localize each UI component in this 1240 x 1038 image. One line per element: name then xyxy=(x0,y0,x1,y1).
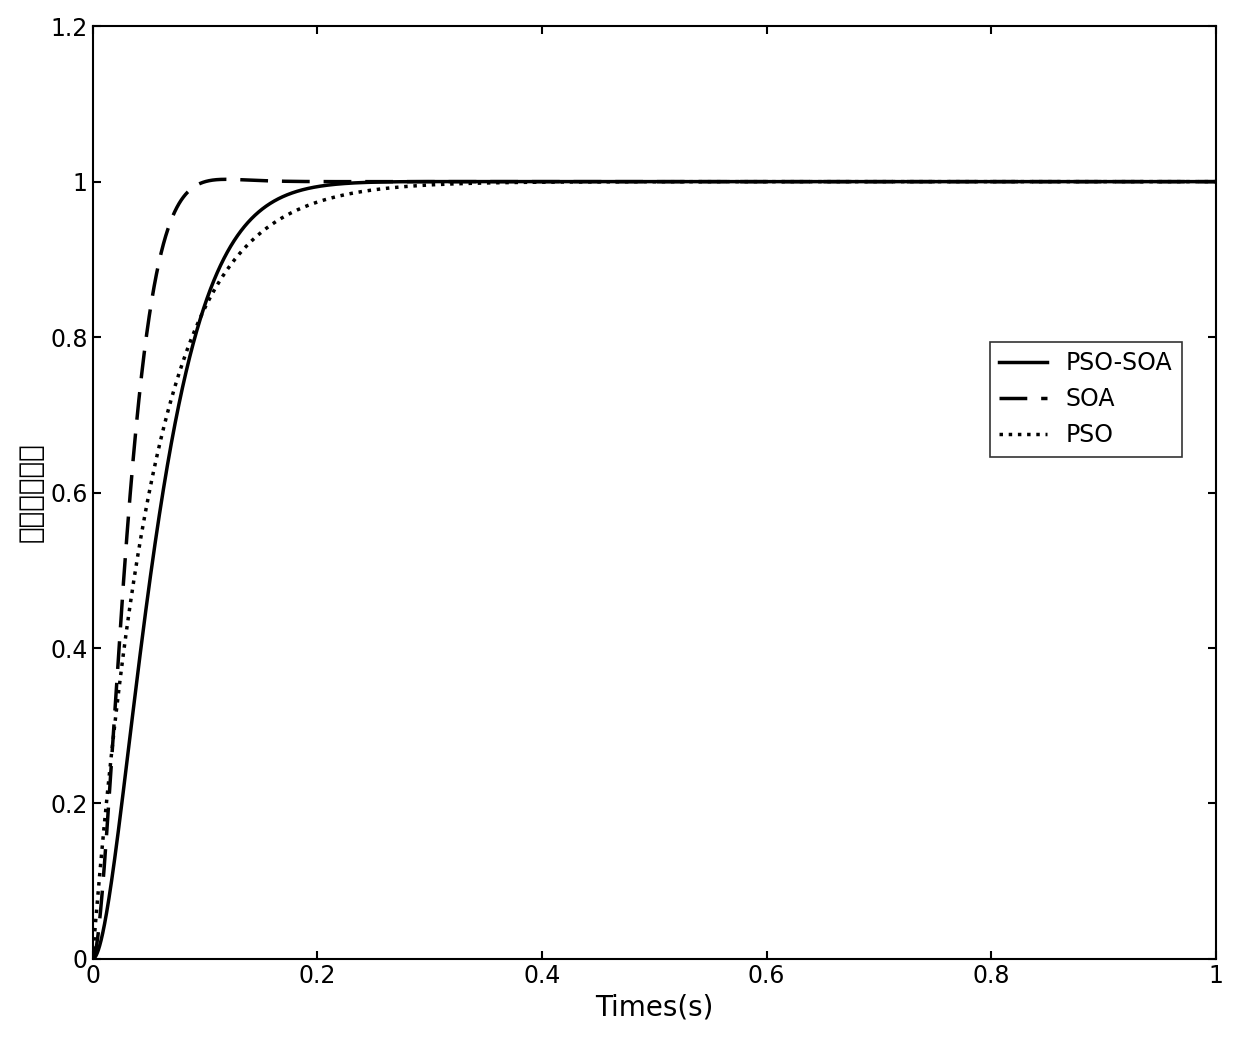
PSO xyxy=(516,176,531,189)
Line: PSO: PSO xyxy=(93,182,1216,959)
PSO-SOA xyxy=(516,175,531,188)
PSO-SOA xyxy=(761,175,776,188)
PSO-SOA xyxy=(161,450,176,463)
Y-axis label: 阶跃响应曲线: 阶跃响应曲线 xyxy=(16,442,45,543)
PSO xyxy=(86,953,100,965)
Line: SOA: SOA xyxy=(93,180,1216,959)
PSO-SOA xyxy=(694,175,709,188)
PSO xyxy=(694,175,709,188)
PSO xyxy=(761,175,776,188)
PSO xyxy=(356,185,371,197)
PSO xyxy=(1209,175,1224,188)
SOA xyxy=(516,175,531,188)
X-axis label: Times(s): Times(s) xyxy=(595,993,713,1021)
Line: PSO-SOA: PSO-SOA xyxy=(93,182,1216,959)
PSO-SOA xyxy=(446,175,461,188)
SOA xyxy=(761,175,776,188)
SOA xyxy=(694,175,709,188)
PSO xyxy=(161,402,176,414)
SOA xyxy=(356,175,371,188)
SOA xyxy=(919,175,934,188)
PSO-SOA xyxy=(919,175,934,188)
PSO xyxy=(919,175,934,188)
Legend: PSO-SOA, SOA, PSO: PSO-SOA, SOA, PSO xyxy=(990,342,1182,457)
SOA xyxy=(161,220,176,233)
SOA xyxy=(86,953,100,965)
PSO-SOA xyxy=(1209,175,1224,188)
SOA xyxy=(1209,175,1224,188)
SOA xyxy=(219,173,234,186)
PSO-SOA xyxy=(86,953,100,965)
PSO-SOA xyxy=(356,176,371,189)
